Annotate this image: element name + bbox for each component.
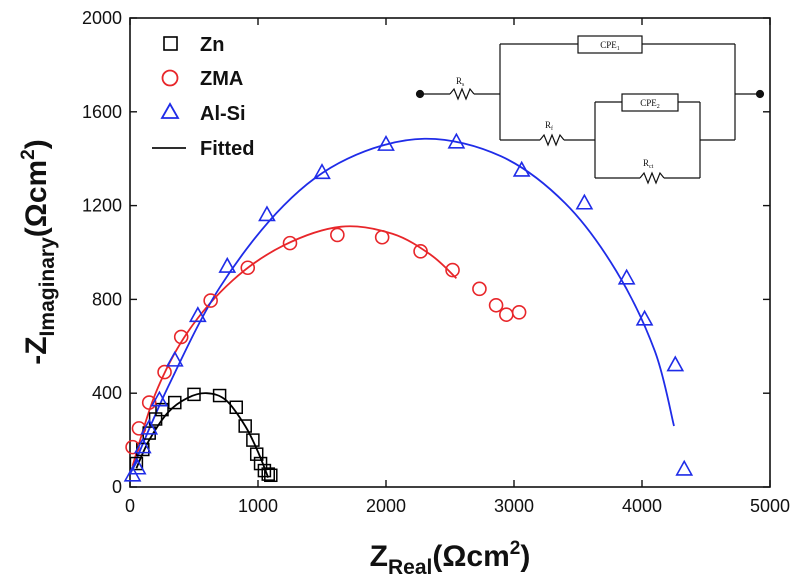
- circuit-terminal-right: [755, 89, 765, 99]
- point-alsi-16: [666, 355, 685, 372]
- point-alsi-10: [377, 134, 395, 151]
- point-zn-11: [249, 447, 264, 461]
- point-zma-14: [499, 307, 514, 322]
- point-zn-7: [212, 388, 227, 403]
- x-tick-label-1: 1000: [238, 496, 278, 516]
- rct-label: Rct: [643, 158, 654, 170]
- x-tick-label-4: 4000: [622, 496, 662, 516]
- point-zn-0: [129, 456, 144, 471]
- x-tick-label-3: 3000: [494, 496, 534, 516]
- point-zma-4: [173, 329, 189, 345]
- fit-curve-1: [131, 225, 458, 467]
- point-alsi-3: [140, 418, 159, 435]
- point-zma-12: [472, 281, 487, 297]
- legend-label-zma: ZMA: [200, 68, 243, 90]
- resistor-rct: [639, 171, 665, 185]
- point-zma-8: [330, 227, 345, 243]
- point-zn-9: [238, 419, 252, 433]
- y-tick-label-5: 2000: [82, 8, 122, 28]
- y-tick-label-4: 1600: [82, 102, 122, 122]
- y-tick-label-1: 400: [92, 383, 122, 403]
- point-zma-5: [203, 293, 218, 308]
- point-zn-8: [229, 400, 243, 415]
- point-zn-10: [246, 433, 260, 447]
- legend: Zn ZMA Al-Si Fitted: [152, 34, 254, 160]
- data-points: [123, 132, 694, 483]
- legend-label-zn: Zn: [200, 34, 224, 56]
- point-alsi-4: [150, 390, 169, 407]
- cpe2-label: CPE2: [640, 98, 660, 110]
- y-tick-label-0: 0: [112, 477, 122, 497]
- y-tick-label-3: 1200: [82, 196, 122, 216]
- point-zma-6: [240, 260, 256, 276]
- x-tick-label-0: 0: [125, 496, 135, 516]
- point-zma-13: [488, 297, 504, 313]
- point-zma-11: [445, 262, 460, 278]
- cpe1-label: CPE1: [600, 40, 620, 52]
- point-zn-15: [264, 468, 278, 483]
- legend-marker-zn: [163, 36, 178, 51]
- fit-curve-2: [131, 137, 675, 469]
- point-zn-4: [155, 402, 169, 417]
- plot-frame: [129, 17, 771, 488]
- point-zma-3: [157, 364, 172, 380]
- point-alsi-12: [512, 160, 531, 177]
- point-zma-2: [141, 395, 157, 410]
- legend-label-fitted: Fitted: [200, 138, 254, 160]
- x-tick-label-2: 2000: [366, 496, 406, 516]
- axes: 0 1000 2000 3000 4000 5000 0 400 800 1200 1600 2000: [82, 8, 790, 516]
- rs-label: Rs: [456, 76, 465, 88]
- point-zn-6: [187, 387, 201, 402]
- legend-marker-alsi: [160, 102, 180, 119]
- point-alsi-7: [218, 256, 237, 273]
- legend-marker-zma: [161, 69, 179, 87]
- y-axis-label: -ZImaginary(Ωcm2): [18, 139, 59, 365]
- point-zma-9: [374, 229, 390, 245]
- point-alsi-17: [675, 459, 694, 476]
- fit-curves: [131, 137, 675, 478]
- equivalent-circuit: [415, 35, 765, 185]
- x-tick-label-5: 5000: [750, 496, 790, 516]
- resistor-rs: [449, 87, 475, 101]
- point-alsi-11: [447, 132, 466, 149]
- y-tick-label-2: 800: [92, 289, 122, 309]
- point-alsi-2: [133, 437, 152, 454]
- point-alsi-15: [635, 309, 654, 326]
- circuit-labels: CPE1 Rs Rf CPE2 Rct: [456, 40, 660, 170]
- point-zn-14: [261, 467, 275, 481]
- point-zma-7: [282, 235, 298, 251]
- point-alsi-6: [188, 306, 207, 323]
- point-alsi-9: [313, 163, 331, 180]
- point-alsi-1: [128, 458, 147, 475]
- fit-curve-0: [135, 392, 270, 478]
- point-alsi-5: [165, 350, 184, 367]
- point-alsi-13: [575, 193, 594, 210]
- point-zn-5: [168, 395, 182, 410]
- resistor-rf: [539, 133, 565, 147]
- point-alsi-14: [617, 268, 636, 285]
- legend-label-alsi: Al-Si: [200, 103, 246, 125]
- point-zma-15: [511, 304, 527, 320]
- point-zma-10: [413, 244, 428, 259]
- point-alsi-8: [258, 205, 276, 222]
- point-zn-12: [253, 456, 268, 471]
- rf-label: Rf: [545, 120, 553, 132]
- x-axis-label: ZReal(Ωcm2): [370, 538, 531, 579]
